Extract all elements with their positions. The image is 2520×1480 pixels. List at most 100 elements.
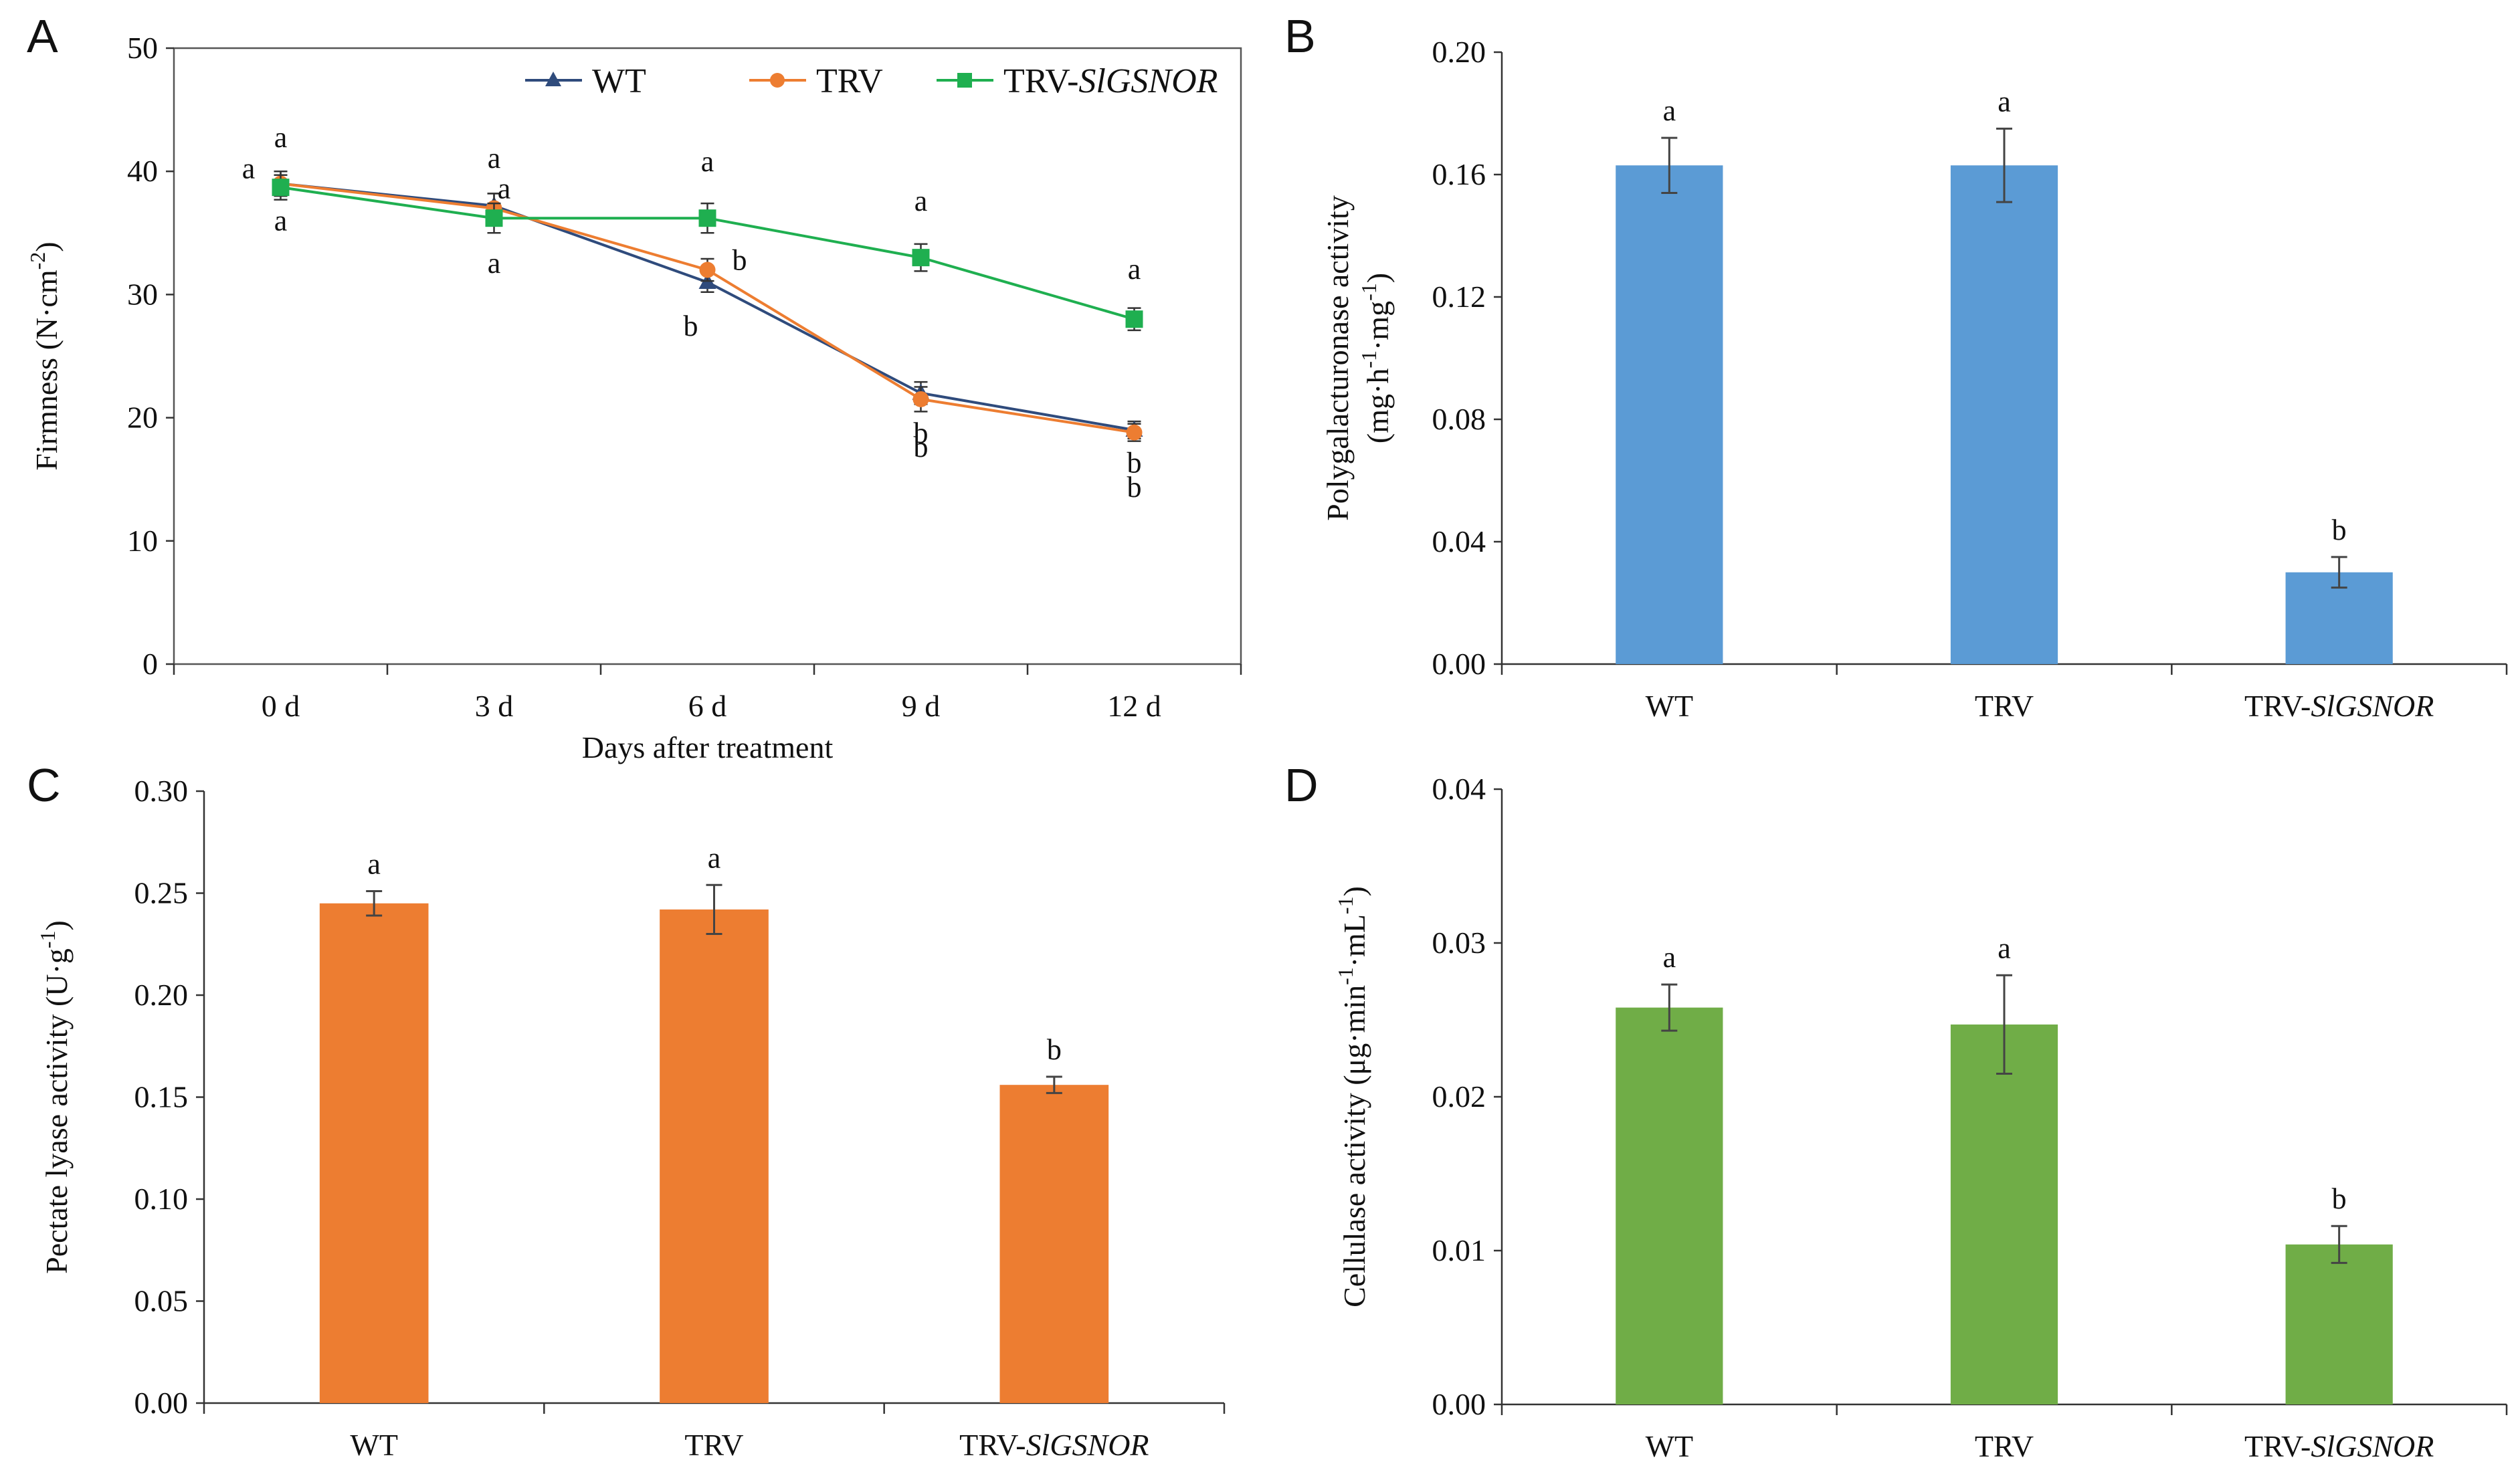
- panel-letter: A: [27, 10, 58, 62]
- y-axis-label: Firmness (N·cm-2): [25, 241, 64, 470]
- y-tick-label: 0.15: [134, 1080, 189, 1114]
- significance-letter: a: [1663, 941, 1676, 974]
- panel-letter: B: [1284, 10, 1316, 62]
- y-axis-label: Pectate lyase activity (U·g-1): [35, 920, 74, 1274]
- y-tick-label: 0.04: [1432, 772, 1486, 806]
- y-tick-label: 0.20: [1432, 35, 1486, 69]
- significance-letter: b: [733, 244, 747, 277]
- x-tick-label: 9 d: [902, 689, 941, 723]
- significance-letter: a: [274, 121, 288, 154]
- bar: [1616, 165, 1723, 664]
- plot-area: [173, 47, 1242, 665]
- significance-letter: a: [1998, 85, 2011, 118]
- significance-letter: b: [1127, 471, 1142, 504]
- y-tick-label: 0.00: [134, 1386, 189, 1420]
- y-tick-label: 0.25: [134, 876, 189, 910]
- y-tick-label: 0.08: [1432, 402, 1486, 436]
- bar: [1950, 165, 2058, 664]
- bar: [2285, 1244, 2393, 1404]
- y-tick-label: 0.30: [134, 774, 189, 808]
- bar: [999, 1085, 1109, 1403]
- y-axis-label-units: (mg·h-1·mg-1): [1357, 273, 1395, 443]
- data-point: [485, 209, 503, 227]
- panel-a: A 0 10 20 30 40 50 0 d 3 d 6 d 9 d 12 d Firmness (N·…: [25, 10, 1242, 764]
- legend-marker: [545, 72, 561, 86]
- y-tick-label: 0.20: [134, 978, 189, 1012]
- x-tick-label: 12 d: [1107, 689, 1161, 723]
- y-tick-label: 20: [127, 401, 158, 435]
- data-point: [1126, 424, 1143, 441]
- y-tick-label: 0.05: [134, 1284, 189, 1318]
- legend-label: WT: [592, 62, 646, 100]
- bar: [1616, 1007, 1723, 1404]
- y-tick-label: 0.00: [1432, 1387, 1486, 1421]
- significance-letter: b: [2332, 1182, 2347, 1215]
- significance-letter: a: [367, 847, 381, 880]
- bar: [1950, 1024, 2058, 1404]
- x-tick-label: TRV-SlGSNOR: [2244, 689, 2434, 723]
- significance-letter: a: [1998, 932, 2011, 964]
- x-tick-label: WT: [350, 1428, 398, 1462]
- bar: [319, 903, 429, 1403]
- legend: WT TRV TRV-SlGSNOR: [525, 62, 1218, 100]
- legend-marker: [957, 73, 972, 88]
- data-point: [699, 261, 716, 278]
- significance-letter: a: [488, 247, 501, 280]
- x-tick-label: TRV-SlGSNOR: [959, 1428, 1149, 1462]
- significance-letter: a: [274, 205, 288, 237]
- significance-letter: a: [701, 145, 714, 178]
- significance-letter: a: [488, 142, 501, 175]
- data-point: [912, 391, 929, 407]
- y-tick-label: 0.10: [134, 1182, 189, 1216]
- panel-c: C 0.00 0.05 0.10 0.15 0.20 0.25 0.30 WT TRV TRV-Sl…: [27, 759, 1226, 1462]
- x-tick-label: 3 d: [475, 689, 514, 723]
- y-tick-label: 0.02: [1432, 1079, 1486, 1114]
- data-point: [698, 209, 716, 227]
- y-axis-label: Polygalacturonase activity: [1321, 195, 1355, 521]
- x-tick-label: WT: [1646, 1429, 1694, 1463]
- panel-letter: D: [1284, 759, 1319, 811]
- significance-letter: a: [1128, 253, 1141, 286]
- y-tick-label: 10: [127, 524, 158, 558]
- significance-letter: a: [498, 172, 511, 205]
- data-point: [912, 249, 930, 267]
- panel-d: D 0.00 0.01 0.02 0.03 0.04 WT TRV TRV-SlGSNOR Cel…: [1284, 759, 2508, 1463]
- y-tick-label: 0.16: [1432, 157, 1486, 191]
- x-tick-label: WT: [1646, 689, 1694, 723]
- panel-b: B 0.00 0.04 0.08 0.12 0.16 0.20 WT TRV TRV-SlGSNO…: [1284, 10, 2508, 723]
- x-tick-label: TRV: [684, 1428, 743, 1462]
- significance-letter: a: [708, 841, 721, 874]
- x-tick-label: 0 d: [262, 689, 300, 723]
- y-tick-label: 0.03: [1432, 926, 1486, 960]
- legend-label: TRV-SlGSNOR: [1003, 62, 1218, 100]
- x-tick-label: TRV: [1975, 1429, 2034, 1463]
- significance-letter: b: [684, 310, 698, 342]
- data-point: [1125, 310, 1143, 328]
- significance-letter: b: [1127, 447, 1142, 480]
- y-tick-label: 0.01: [1432, 1233, 1486, 1267]
- x-axis-label: Days after treatment: [582, 730, 834, 764]
- significance-letter: a: [242, 152, 256, 185]
- x-tick-label: TRV-SlGSNOR: [2244, 1429, 2434, 1463]
- significance-letter: a: [914, 185, 928, 217]
- significance-letter: b: [2332, 514, 2347, 546]
- x-tick-label: TRV: [1975, 689, 2034, 723]
- y-tick-label: 0.12: [1432, 280, 1486, 314]
- x-tick-label: 6 d: [688, 689, 727, 723]
- legend-marker: [770, 73, 785, 88]
- data-point: [272, 179, 290, 197]
- significance-letter: b: [914, 417, 929, 449]
- y-tick-label: 40: [127, 154, 158, 188]
- significance-letter: b: [914, 431, 929, 463]
- legend-label: TRV: [816, 62, 883, 100]
- panel-letter: C: [27, 759, 61, 811]
- y-tick-label: 30: [127, 277, 158, 311]
- y-tick-label: 0.04: [1432, 524, 1486, 558]
- y-axis-label: Cellulase activity (μg·min-1·mL-1): [1333, 886, 1371, 1307]
- bar: [660, 909, 769, 1403]
- y-tick-label: 0: [142, 647, 158, 681]
- significance-letter: b: [1047, 1033, 1062, 1066]
- y-tick-label: 50: [127, 31, 158, 65]
- significance-letter: a: [1663, 94, 1676, 127]
